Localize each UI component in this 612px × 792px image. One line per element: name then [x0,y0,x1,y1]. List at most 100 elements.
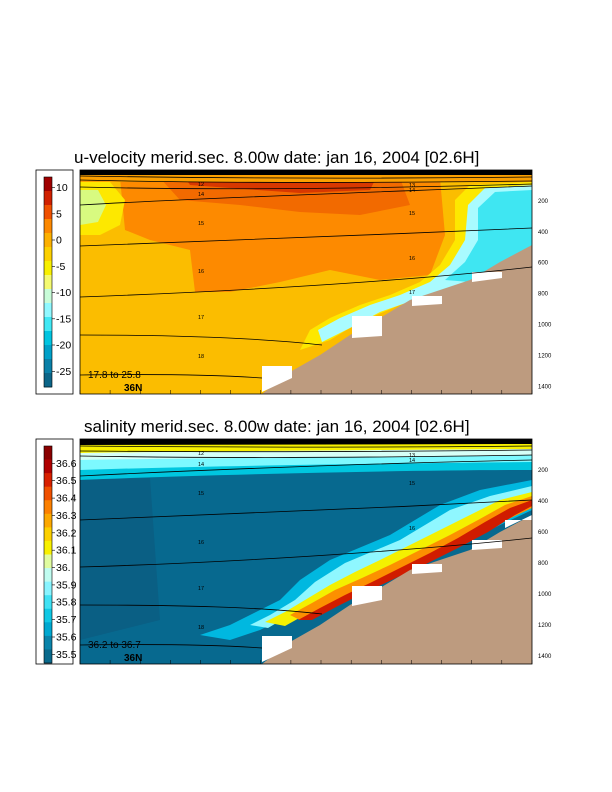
colorbar-tick-label: 36.4 [56,493,77,505]
colorbar-swatch [44,261,52,276]
colorbar-tick-label: 35.9 [56,579,77,591]
colorbar-swatch [44,649,52,664]
u-colorbar: 10 5 0 -5 -10 -15 -20 -25 [43,176,71,388]
colorbar-swatch [44,359,52,374]
contour-label: 14 [198,192,204,198]
colorbar-swatch [44,275,52,290]
colorbar-tick-label: 36.2 [56,527,77,539]
salinity-title: salinity merid.sec. 8.00w date: jan 16, … [84,417,470,436]
depth-tick-label: 400 [538,230,549,236]
contour-label: 12 [198,182,204,188]
depth-tick-label: 600 [538,261,549,267]
colorbar-swatch [44,568,52,583]
salinity-colorbar: 36.6 36.5 36.4 36.3 36.2 36.1 36. 35.9 35.8 35.7 3… [43,445,77,664]
colorbar-swatch [44,473,52,488]
colorbar-tick-label: 36.6 [56,458,77,470]
colorbar-swatch [44,219,52,234]
colorbar-tick-label: 36.3 [56,510,77,522]
colorbar-swatch [44,331,52,346]
salinity-colorbar-frame [35,438,74,665]
contour-label: 17 [198,315,204,321]
colorbar-swatch [44,622,52,637]
depth-tick-label: 1000 [538,323,552,329]
contour-label: 18 [198,625,204,631]
colorbar-swatch [44,446,52,460]
colorbar-swatch [44,513,52,528]
colorbar-tick-label: -15 [56,313,71,325]
contour-label: 14 [409,188,415,194]
contour-label: 16 [198,269,204,275]
contour-label: 15 [198,221,204,227]
colorbar-swatch [44,345,52,360]
depth-tick-label: 1400 [538,384,552,390]
colorbar-tick-label: 36.1 [56,545,77,557]
range-note: 17.8 to 25.8 [88,370,141,381]
colorbar-tick-label: 35.7 [56,614,77,626]
contour-label: 16 [198,540,204,546]
colorbar-swatch [44,540,52,555]
contour-label: 13 [409,453,415,459]
contour-label: 15 [409,481,415,487]
u-velocity-title: u-velocity merid.sec. 8.00w date: jan 16… [74,148,479,167]
colorbar-swatch [44,373,52,388]
colorbar-tick-label: 35.8 [56,597,77,609]
salinity-plot [79,438,533,665]
colorbar-swatch [44,233,52,248]
colorbar-swatch [44,191,52,206]
contour-label: 15 [409,211,415,217]
depth-tick-label: 1200 [538,623,552,629]
latitude-label: 36N [124,653,142,664]
colorbar-swatch [44,527,52,542]
range-note: 36.2 to 36.7 [88,640,141,651]
contour-label: 12 [198,451,204,457]
colorbar-tick-label: 35.5 [56,649,77,661]
contour-label: 13 [409,183,415,189]
colorbar-tick-label: -25 [56,366,71,378]
depth-tick-label: 800 [538,292,549,298]
u-velocity-panel: u-velocity merid.sec. 8.00w date: jan 16… [35,148,552,395]
colorbar-swatch [44,635,52,650]
colorbar-tick-label: 36.5 [56,475,77,487]
depth-tick-label: 800 [538,561,549,567]
depth-tick-label: 600 [538,530,549,536]
contour-label: 14 [409,458,415,464]
u-velocity-labels: 2004006008001000120014001214151617181314… [79,182,552,394]
colorbar-tick-label: -20 [56,340,71,352]
colorbar-tick-label: -10 [56,287,71,299]
colorbar-swatch [44,554,52,569]
colorbar-swatch [44,289,52,304]
colorbar-swatch [44,595,52,610]
u-velocity-plot [79,169,533,395]
u-colorbar-frame [35,169,74,395]
colorbar-outline [43,176,53,388]
latitude-label: 36N [124,383,142,394]
colorbar-tick-label: -5 [56,261,65,273]
colorbar-tick-label: 36. [56,562,71,574]
colorbar-tick-label: 35.6 [56,632,77,644]
contour-label: 14 [198,462,204,468]
contour-label: 16 [409,256,415,262]
contour-label: 18 [198,354,204,360]
colorbar-tick-label: 10 [56,182,68,194]
colorbar-tick-label: 5 [56,208,62,220]
colorbar-swatch [44,317,52,332]
colorbar-swatch [44,177,52,192]
colorbar-swatch [44,303,52,318]
colorbar-tick-label: 0 [56,235,62,247]
depth-tick-label: 1400 [538,654,552,660]
colorbar-swatch [44,459,52,474]
colorbar-swatch [44,608,52,623]
depth-tick-label: 1200 [538,353,552,359]
salinity-labels: 2004006008001000120014001214151617181314… [79,451,552,664]
depth-tick-label: 1000 [538,592,552,598]
colorbar-swatch [44,581,52,596]
colorbar-swatch [44,500,52,515]
depth-tick-label: 200 [538,468,549,474]
colorbar-swatch [44,247,52,262]
colorbar-outline [43,445,53,664]
contour-label: 15 [198,491,204,497]
colorbar-swatch [44,486,52,501]
contour-label: 17 [198,586,204,592]
contour-label: 17 [409,290,415,296]
